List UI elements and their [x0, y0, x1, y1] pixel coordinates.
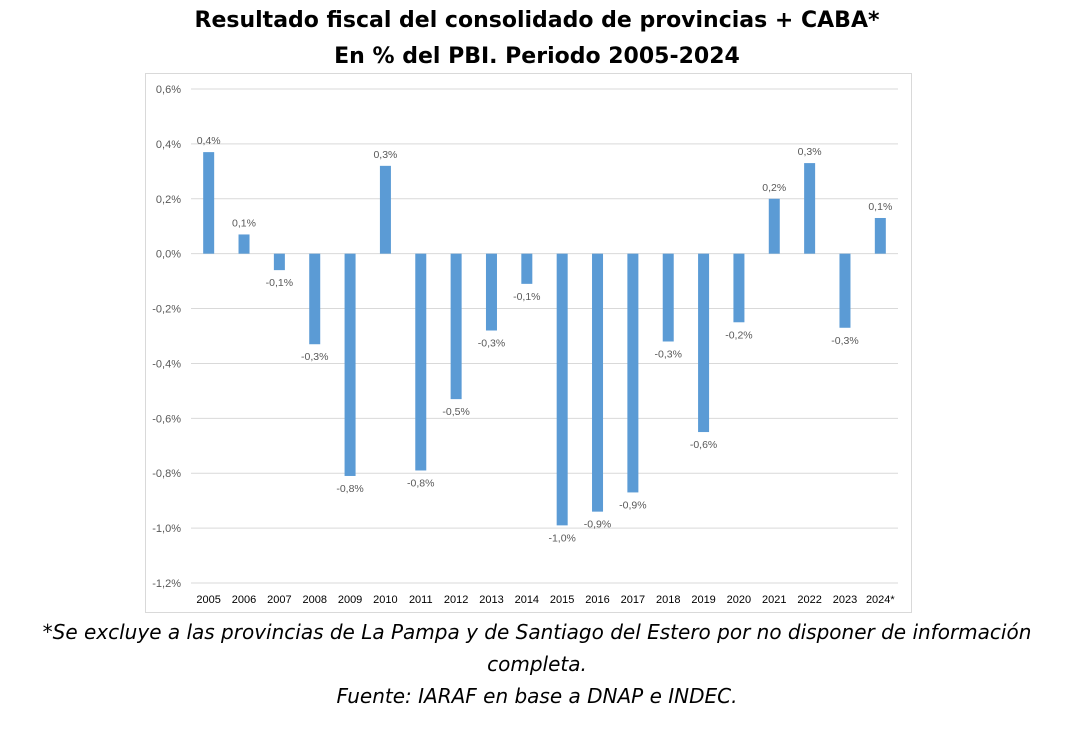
bar [874, 217, 886, 254]
bar [662, 253, 674, 342]
data-label: -0,9% [619, 499, 646, 511]
x-tick-label: 2014 [515, 594, 539, 606]
source-note: Fuente: IARAF en base a DNAP e INDEC. [336, 684, 738, 708]
data-label: 0,3% [373, 149, 397, 161]
x-tick-label: 2021 [762, 594, 786, 606]
data-label: -0,3% [655, 348, 682, 360]
bar [521, 253, 533, 284]
x-tick-label: 2019 [691, 594, 715, 606]
x-tick-label: 2013 [479, 594, 503, 606]
x-tick-label: 2023 [833, 594, 857, 606]
bar [556, 253, 568, 526]
bar [698, 253, 710, 433]
bar [592, 253, 604, 512]
bar [238, 234, 250, 254]
bar [839, 253, 851, 328]
data-label: 0,2% [762, 182, 786, 194]
data-label: -0,5% [442, 406, 469, 418]
y-tick-label: -0,2% [152, 304, 181, 316]
x-tick-label: 2006 [232, 594, 256, 606]
y-tick-label: -0,4% [152, 358, 181, 370]
bar [309, 253, 321, 345]
bar [379, 165, 391, 254]
bar [733, 253, 745, 323]
data-label: -0,1% [513, 291, 540, 303]
data-label: 0,4% [197, 135, 221, 147]
bar [804, 163, 816, 254]
x-tick-label: 2012 [444, 594, 468, 606]
x-tick-label: 2009 [338, 594, 362, 606]
data-label: 0,1% [232, 217, 256, 229]
y-tick-label: -0,6% [152, 413, 181, 425]
bar [768, 198, 780, 254]
data-label: -0,9% [584, 519, 611, 531]
data-label: -0,3% [301, 351, 328, 363]
footnote-line-2: completa. [487, 652, 587, 676]
x-tick-label: 2007 [267, 594, 291, 606]
bar [627, 253, 639, 493]
data-label: -0,1% [266, 277, 293, 289]
x-tick-label: 2008 [302, 594, 326, 606]
y-tick-label: -0,8% [152, 468, 181, 480]
bar [415, 253, 427, 471]
x-tick-label: 2020 [727, 594, 751, 606]
data-label: -0,6% [690, 439, 717, 451]
y-tick-label: -1,2% [152, 578, 181, 590]
y-tick-label: 0,6% [156, 84, 181, 96]
chart-title-line-2: En % del PBI. Periodo 2005-2024 [334, 44, 740, 69]
x-tick-label: 2011 [409, 594, 433, 606]
data-label: -0,8% [407, 477, 434, 489]
bar [203, 152, 215, 254]
bar [485, 253, 497, 331]
x-tick-label: 2015 [550, 594, 574, 606]
x-tick-label: 2010 [373, 594, 397, 606]
y-tick-label: 0,2% [156, 194, 181, 206]
x-tick-label: 2016 [585, 594, 609, 606]
x-tick-label: 2018 [656, 594, 680, 606]
x-tick-label: 2017 [621, 594, 645, 606]
y-tick-label: 0,4% [156, 139, 181, 151]
x-tick-label: 2024* [866, 594, 895, 606]
chart-title-line-1: Resultado fiscal del consolidado de prov… [194, 8, 880, 33]
x-tick-label: 2022 [797, 594, 821, 606]
data-label: -0,8% [336, 483, 363, 495]
x-tick-label: 2005 [196, 594, 220, 606]
data-label: -0,2% [725, 329, 752, 341]
bar [273, 253, 285, 271]
bar [344, 253, 356, 476]
data-label: 0,1% [868, 201, 892, 213]
footnote-line-1: *Se excluye a las provincias de La Pampa… [42, 620, 1032, 644]
data-label: -0,3% [478, 338, 505, 350]
data-label: -1,0% [548, 532, 575, 544]
bar [450, 253, 462, 400]
y-tick-label: 0,0% [156, 249, 181, 261]
chart-area [145, 73, 912, 613]
y-tick-label: -1,0% [152, 523, 181, 535]
data-label: 0,3% [798, 146, 822, 158]
data-label: -0,3% [831, 335, 858, 347]
